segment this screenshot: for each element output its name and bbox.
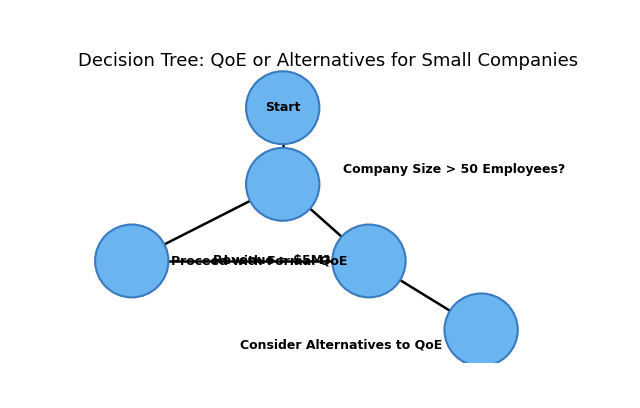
Ellipse shape <box>246 148 319 221</box>
Text: Decision Tree: QoE or Alternatives for Small Companies: Decision Tree: QoE or Alternatives for S… <box>78 52 578 70</box>
Text: Company Size > 50 Employees?: Company Size > 50 Employees? <box>343 162 565 175</box>
Text: Proceed with Formal QoE: Proceed with Formal QoE <box>171 255 347 268</box>
Ellipse shape <box>246 71 319 144</box>
Ellipse shape <box>332 224 406 297</box>
Text: Revenue > $5M?: Revenue > $5M? <box>212 255 330 268</box>
Text: Start: Start <box>265 101 300 114</box>
Ellipse shape <box>95 224 168 297</box>
Text: Consider Alternatives to QoE: Consider Alternatives to QoE <box>240 339 442 352</box>
Ellipse shape <box>444 293 518 366</box>
